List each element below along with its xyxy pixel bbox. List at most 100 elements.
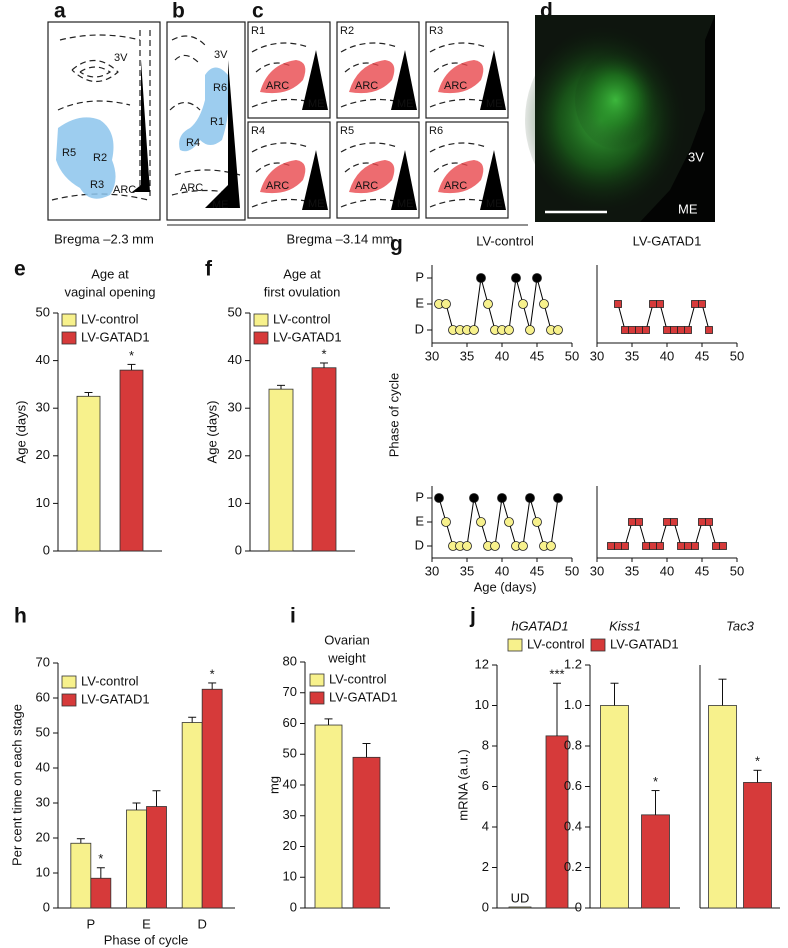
y-tick-label: 40	[283, 776, 297, 791]
y-tick-label: 10	[228, 495, 242, 510]
point	[663, 326, 671, 334]
point	[677, 542, 685, 550]
y-tick-label: 20	[228, 447, 242, 462]
point	[511, 273, 521, 283]
y-axis-label: Age (days)	[204, 401, 219, 464]
y-tick-label: 1.2	[564, 656, 582, 671]
point	[705, 518, 713, 526]
y-axis-label: Age (days)	[13, 401, 28, 464]
bar	[201, 688, 223, 909]
y-tick-label: 1.0	[564, 697, 582, 712]
legend-label: LV-control	[81, 673, 139, 688]
y-tick-label: 80	[283, 653, 297, 668]
x-tick-label: 30	[425, 563, 439, 578]
legend-label: LV-GATAD1	[610, 636, 679, 651]
y-tick-label: D	[415, 537, 424, 552]
y-tick-label: 70	[36, 654, 50, 669]
y-tick-label: 20	[36, 829, 50, 844]
point	[663, 518, 671, 526]
caption: Bregma –3.14 mm	[287, 231, 394, 246]
median-eminence	[302, 50, 328, 110]
bar	[311, 367, 337, 552]
y-axis-label: Per cent time on each stage	[9, 704, 24, 866]
x-tick-label: 40	[660, 563, 674, 578]
region-label: R6	[213, 82, 227, 94]
region-label: ARC	[444, 80, 467, 92]
region-label: R6	[429, 125, 443, 137]
chart-title: Age at	[91, 266, 129, 281]
annotation: *	[755, 754, 760, 769]
point	[504, 517, 514, 527]
y-tick-label: 4	[482, 818, 489, 833]
region-blob	[438, 160, 484, 194]
y-tick-label: 30	[228, 400, 242, 415]
y-tick-label: D	[415, 321, 424, 336]
point	[607, 542, 615, 550]
x-tick-label: P	[86, 916, 95, 931]
x-tick-label: 40	[660, 348, 674, 363]
y-tick-label: 30	[36, 400, 50, 415]
point	[539, 299, 549, 309]
y-tick-label: 0	[43, 542, 50, 557]
point	[469, 493, 479, 503]
chart-title: LV-control	[476, 233, 534, 248]
bar	[119, 369, 144, 552]
region-label: ME	[308, 98, 325, 110]
point	[532, 517, 542, 527]
median-eminence	[480, 50, 506, 110]
region-label: ME	[486, 98, 503, 110]
panel-label: i	[290, 605, 296, 628]
point	[628, 518, 636, 526]
point	[462, 541, 472, 551]
point	[525, 493, 535, 503]
legend-swatch	[309, 673, 325, 687]
point	[614, 542, 622, 550]
x-tick-label: 30	[590, 563, 604, 578]
legend-label: LV-GATAD1	[273, 329, 342, 344]
y-tick-label: 0.8	[564, 737, 582, 752]
point	[642, 542, 650, 550]
point	[635, 518, 643, 526]
region-label: ARC	[266, 180, 289, 192]
point	[684, 542, 692, 550]
y-tick-label: 40	[228, 352, 242, 367]
x-tick-label: 50	[565, 563, 579, 578]
y-tick-label: 0	[482, 899, 489, 914]
bar	[352, 756, 381, 909]
y-tick-label: E	[415, 295, 424, 310]
point	[504, 325, 514, 335]
point	[525, 325, 535, 335]
legend-swatch	[507, 638, 523, 652]
y-tick-label: P	[415, 489, 424, 504]
chart-title: vaginal opening	[64, 284, 155, 299]
bar	[708, 705, 737, 909]
panel-label: b	[172, 0, 185, 23]
annotation: *	[129, 348, 134, 363]
region-label: 3V	[114, 52, 128, 64]
chart-title: Tac3	[726, 618, 754, 633]
point	[698, 300, 706, 308]
caption: Bregma –2.3 mm	[54, 231, 154, 246]
panel-a-diagram: 3V R5 R2 R3 ARC Bregma –2.3 mm	[47, 21, 161, 246]
legend-label: LV-control	[273, 311, 331, 326]
region-label: ARC	[355, 80, 378, 92]
region-label: R2	[93, 152, 107, 164]
y-tick-label: 10	[283, 869, 297, 884]
legend-label: LV-GATAD1	[81, 691, 150, 706]
y-tick-label: P	[415, 269, 424, 284]
region-label: ARC	[444, 180, 467, 192]
x-tick-label: E	[142, 916, 151, 931]
legend-swatch	[61, 675, 77, 689]
y-tick-label: 30	[283, 807, 297, 822]
point	[546, 541, 556, 551]
region-label: ARC	[180, 182, 203, 194]
chart-title: Kiss1	[609, 618, 641, 633]
region-label: ARC	[266, 80, 289, 92]
bar	[314, 724, 343, 909]
point	[518, 299, 528, 309]
x-tick-label: 50	[730, 348, 744, 363]
region-blob	[438, 60, 484, 94]
legend-swatch	[590, 638, 606, 652]
region-blob	[260, 160, 306, 194]
region-label: R1	[210, 116, 224, 128]
